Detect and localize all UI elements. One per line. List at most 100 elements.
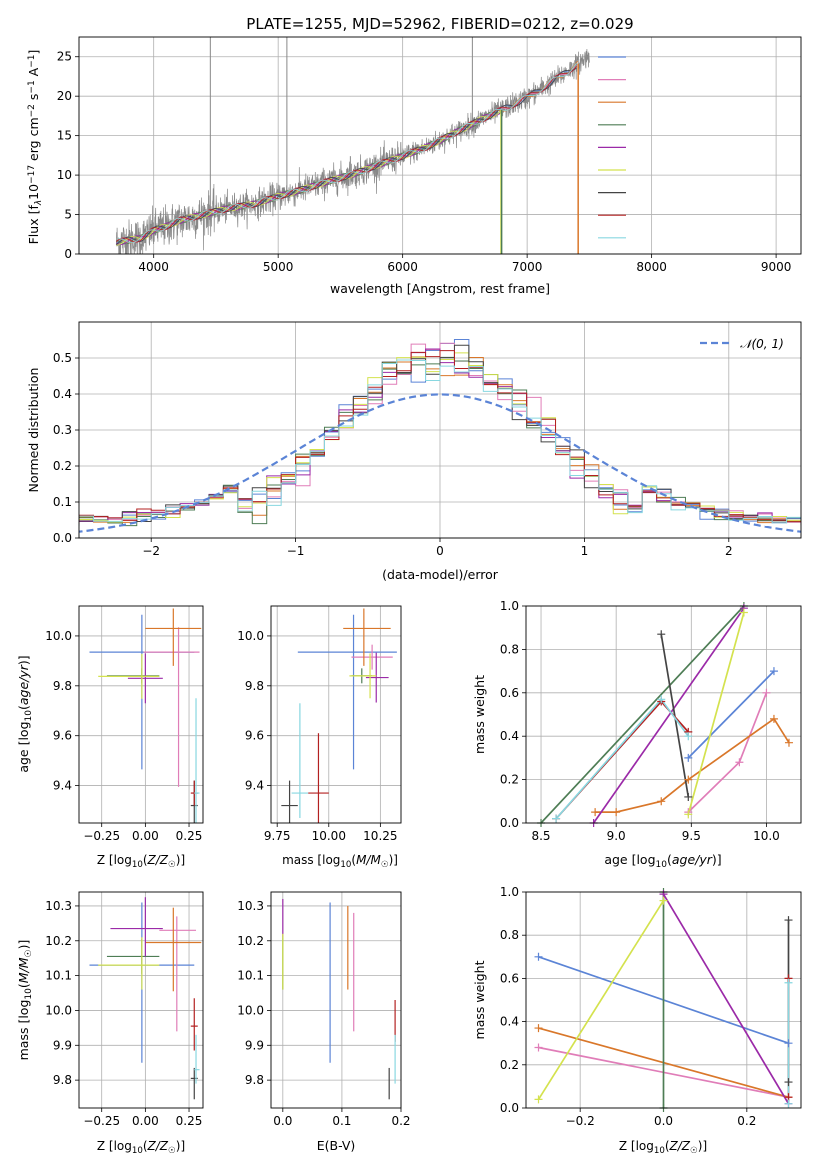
errorbar-plot	[281, 608, 397, 823]
axis-label: Z [log10(Z/Z☉)]	[97, 1139, 185, 1156]
model-spectrum	[116, 63, 577, 244]
model-spectrum	[116, 67, 577, 245]
weight-marker	[784, 916, 793, 925]
x-tick-label: 8000	[636, 260, 667, 274]
weight-marker	[784, 978, 793, 987]
y-tick-label: 10.2	[237, 934, 264, 948]
histogram-plot	[79, 339, 801, 533]
axes-frame	[525, 891, 802, 1109]
y-tick-label: 0.2	[53, 459, 72, 473]
observed-spectrum	[115, 48, 590, 254]
weight-plot	[537, 892, 790, 1108]
y-tick-label: 20	[57, 89, 72, 103]
y-tick-label: 0.5	[53, 351, 72, 365]
x-tick-label: 9.75	[264, 829, 291, 843]
x-tick-label: 5000	[263, 260, 294, 274]
x-tick-label: 9.5	[682, 829, 701, 843]
weight-marker	[769, 667, 778, 676]
weight-marker	[534, 1043, 543, 1052]
x-axis-label: (data-model)/error	[382, 567, 499, 582]
y-tick-label: 0.3	[53, 423, 72, 437]
x-tick-label: 10.0	[753, 829, 780, 843]
model-spectrum	[116, 110, 501, 246]
x-tick-label: 0.2	[391, 1114, 410, 1128]
x-tick-label: 6000	[387, 260, 418, 274]
x-tick-label: 10.00	[312, 829, 346, 843]
weight-marker	[657, 630, 666, 639]
x-tick-label: 2	[725, 544, 733, 558]
weight-marker	[684, 753, 693, 762]
y-tick-label: 9.8	[53, 679, 72, 693]
weight-line	[662, 893, 790, 1105]
axes-frame	[78, 891, 204, 1109]
axes-frame	[78, 321, 802, 539]
weight-marker	[684, 792, 693, 801]
y-tick-label: 0.6	[500, 971, 519, 985]
weight-plot	[540, 606, 790, 823]
axes-frame	[525, 605, 802, 824]
y-axis-label: mass weight	[472, 960, 487, 1039]
y-tick-label: 0.8	[500, 642, 519, 656]
y-tick-label: 0.2	[500, 773, 519, 787]
y-tick-label: 0.8	[500, 928, 519, 942]
y-tick-label: 10	[57, 168, 72, 182]
y-tick-label: 9.8	[245, 679, 264, 693]
weight-marker	[735, 758, 744, 767]
axis-label: mass [log10(M/M☉)]	[16, 940, 34, 1061]
weight-marker	[612, 808, 621, 817]
y-tick-label: 0.0	[500, 1101, 519, 1115]
x-tick-label: 0.00	[132, 829, 159, 843]
weight-marker	[684, 732, 693, 741]
x-tick-label: 9.0	[607, 829, 626, 843]
axes-frame	[78, 36, 802, 255]
y-tick-label: 10.0	[237, 629, 264, 643]
y-tick-label: 0.4	[53, 387, 72, 401]
weight-line	[687, 612, 745, 815]
axes-frame	[270, 605, 402, 824]
weight-marker	[657, 695, 666, 704]
weight-marker	[762, 688, 771, 697]
errorbar-plot	[282, 898, 396, 1100]
x-tick-label: 0.25	[176, 1114, 203, 1128]
weight-marker	[534, 1095, 543, 1104]
y-tick-label: 10.1	[45, 969, 72, 983]
x-axis-label: E(B-V)	[317, 1138, 356, 1153]
weight-marker	[784, 1099, 793, 1108]
weight-marker	[659, 896, 668, 905]
x-tick-label: 8.5	[531, 829, 550, 843]
y-tick-label: 0.4	[500, 729, 519, 743]
y-axis-label: mass weight	[472, 675, 487, 754]
weight-line	[592, 607, 745, 823]
y-tick-label: 9.8	[245, 1073, 264, 1087]
weight-marker	[784, 1078, 793, 1087]
y-tick-label: 0.4	[500, 1015, 519, 1029]
spectrum-plot	[115, 37, 590, 254]
y-tick-label: 10.0	[45, 1003, 72, 1017]
weight-line	[537, 900, 665, 1100]
y-tick-label: 25	[57, 50, 72, 64]
y-tick-label: 10.3	[237, 899, 264, 913]
x-axis-label: wavelength [Angstrom, rest frame]	[330, 281, 550, 296]
weight-marker	[591, 808, 600, 817]
weight-marker	[784, 738, 793, 747]
y-tick-label: 9.6	[245, 729, 264, 743]
axis-label: age [log10(age/yr)]	[16, 655, 34, 772]
weight-marker	[769, 714, 778, 723]
weight-marker	[684, 810, 693, 819]
x-tick-label: 1	[581, 544, 589, 558]
y-tick-label: 1.0	[500, 599, 519, 613]
page-title: PLATE=1255, MJD=52962, FIBERID=0212, z=0…	[246, 15, 633, 33]
y-tick-label: 9.9	[53, 1038, 72, 1052]
weight-marker	[684, 775, 693, 784]
axis-label: age [log10(age/yr)]	[604, 852, 721, 870]
y-tick-label: 0	[64, 247, 72, 261]
x-tick-label: 0.0	[654, 1114, 673, 1128]
y-tick-label: 9.4	[53, 779, 72, 793]
y-tick-label: 9.4	[245, 779, 264, 793]
weight-marker	[534, 952, 543, 961]
axis-label: mass [log10(M/M☉)]	[282, 853, 398, 870]
weight-marker	[552, 814, 561, 823]
y-tick-label: 5	[64, 208, 72, 222]
y-tick-label: 10.2	[45, 934, 72, 948]
